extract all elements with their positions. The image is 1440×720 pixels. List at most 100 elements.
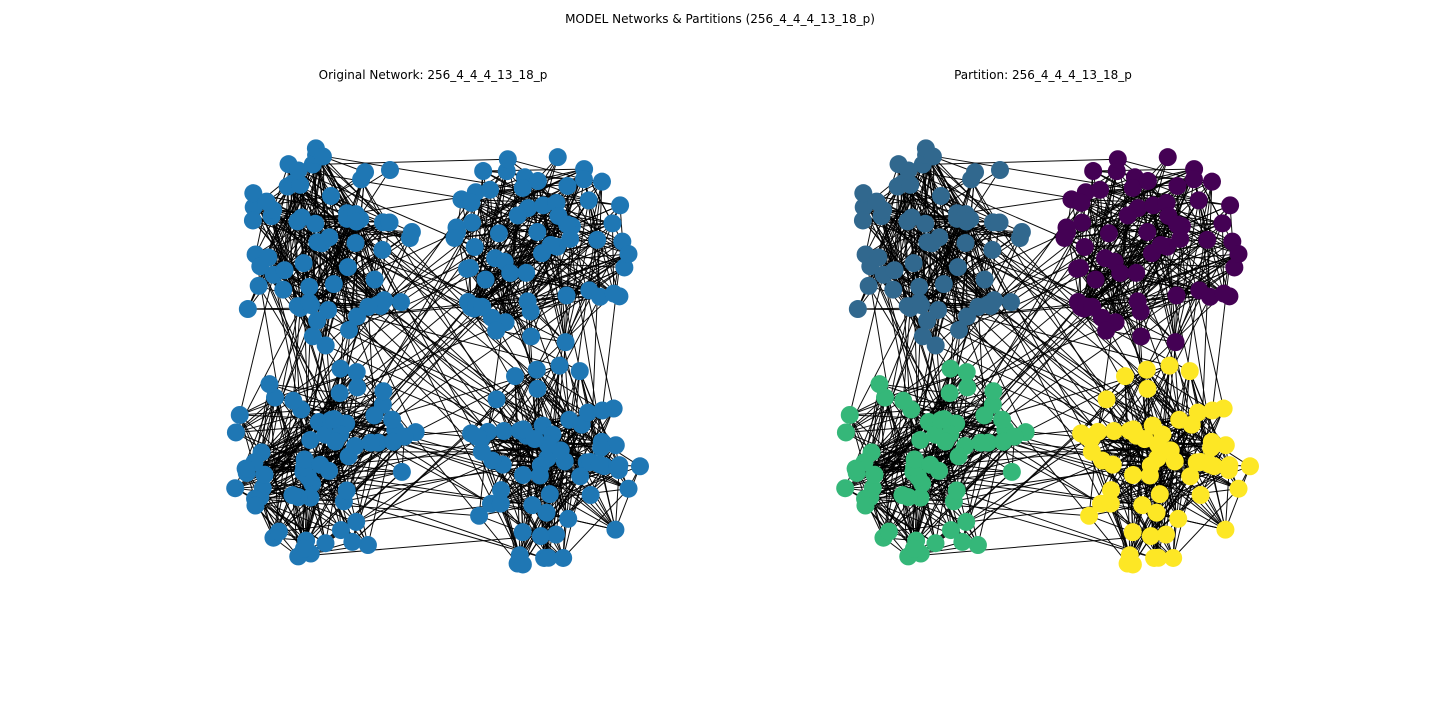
original-network-node xyxy=(295,450,314,469)
partition-edge xyxy=(962,369,1148,543)
original-network-edge xyxy=(596,239,601,297)
original-network-edge xyxy=(550,179,585,246)
original-network-node xyxy=(243,211,262,230)
original-network-node xyxy=(606,520,625,539)
partition-edge xyxy=(949,267,959,369)
original-network-node xyxy=(460,258,479,277)
original-network-node xyxy=(470,506,489,525)
partition-node xyxy=(869,248,888,267)
partition-node xyxy=(1002,293,1021,312)
partition-node xyxy=(1091,180,1110,199)
partition-node xyxy=(1101,494,1120,513)
partition-node xyxy=(948,258,967,277)
partition-edge xyxy=(1110,503,1226,531)
partition-edge xyxy=(913,262,1167,535)
original-network-node xyxy=(361,433,380,452)
original-network-edge xyxy=(481,388,538,453)
partition-edge xyxy=(1206,239,1211,297)
partition-node xyxy=(1191,486,1210,505)
original-network-node xyxy=(476,270,495,289)
original-network-node xyxy=(356,163,375,182)
partition-edge xyxy=(1224,466,1251,530)
partition-node xyxy=(1200,455,1219,474)
partition-node xyxy=(899,161,918,180)
original-network-node xyxy=(269,522,288,541)
original-network-edge xyxy=(383,237,411,301)
original-network-node xyxy=(468,428,487,447)
partition-node xyxy=(1010,229,1029,248)
original-network-node xyxy=(337,481,356,500)
original-network-edge xyxy=(315,223,410,239)
partition-node xyxy=(1073,213,1092,232)
partition-edge xyxy=(920,237,1021,306)
original-network-node xyxy=(294,254,313,273)
partition-node xyxy=(1150,485,1169,504)
original-network-node xyxy=(365,270,384,289)
partition-title: Partition: 256_4_4_4_13_18_p xyxy=(954,68,1132,82)
partition-edge xyxy=(944,418,1161,495)
partition-node xyxy=(1055,228,1074,247)
original-network-node xyxy=(301,296,320,315)
original-network-edge xyxy=(352,369,538,543)
original-network-node xyxy=(522,327,541,346)
original-network-node xyxy=(316,534,335,553)
partition-node xyxy=(953,532,972,551)
partition-node xyxy=(1202,438,1221,457)
original-network-node xyxy=(226,479,245,498)
original-network-node xyxy=(498,150,517,169)
partition-edge xyxy=(1091,388,1148,453)
original-network-edge xyxy=(565,181,603,343)
original-network-edge xyxy=(312,158,508,166)
partition-edge xyxy=(1124,375,1199,414)
original-network-node xyxy=(283,486,302,505)
partition-node xyxy=(966,163,985,182)
original-network-node xyxy=(530,466,549,485)
partition-node xyxy=(904,539,923,558)
original-network-node xyxy=(244,184,263,203)
partition-node xyxy=(1164,548,1183,567)
partition-edge xyxy=(1124,375,1154,426)
original-network-node xyxy=(506,367,525,386)
partition-node xyxy=(1128,292,1147,311)
original-network-edge xyxy=(377,222,391,305)
original-network-edge xyxy=(261,397,276,453)
original-network-edge xyxy=(345,177,526,424)
original-network-node xyxy=(489,224,508,243)
partition-node xyxy=(936,432,955,451)
partition-node xyxy=(898,212,917,231)
partition-edge xyxy=(913,456,960,549)
partition-node xyxy=(905,450,924,469)
original-network-node xyxy=(373,240,392,259)
original-network-node xyxy=(374,382,393,401)
partition-node xyxy=(941,521,960,540)
original-network-node xyxy=(346,234,365,253)
partition-edge xyxy=(849,170,909,416)
partition-edge xyxy=(903,400,993,406)
original-network-node xyxy=(474,162,493,181)
partition-node xyxy=(1002,462,1021,481)
original-network-edge xyxy=(303,262,557,535)
original-network-node xyxy=(300,277,319,296)
original-network-node xyxy=(400,229,419,248)
partition-node xyxy=(1099,224,1118,243)
original-network-node xyxy=(325,410,344,429)
original-network-node xyxy=(358,536,377,555)
partition-node xyxy=(913,327,932,346)
original-network-node xyxy=(546,525,565,544)
partition-node xyxy=(904,254,923,273)
partition-edge xyxy=(987,222,1001,305)
partition-edge xyxy=(925,223,1020,239)
partition-node xyxy=(934,275,953,294)
original-network-node xyxy=(611,196,630,215)
original-network-node xyxy=(558,176,577,195)
original-network-node xyxy=(288,212,307,231)
original-network-edge xyxy=(514,376,524,533)
partition-node xyxy=(941,359,960,378)
original-network-node xyxy=(284,391,303,410)
partition-node xyxy=(1111,263,1130,282)
partition-node xyxy=(957,512,976,531)
partition-node xyxy=(1118,206,1137,225)
original-network-node xyxy=(501,263,520,282)
original-network-node xyxy=(570,362,589,381)
partition-node xyxy=(1124,466,1143,485)
